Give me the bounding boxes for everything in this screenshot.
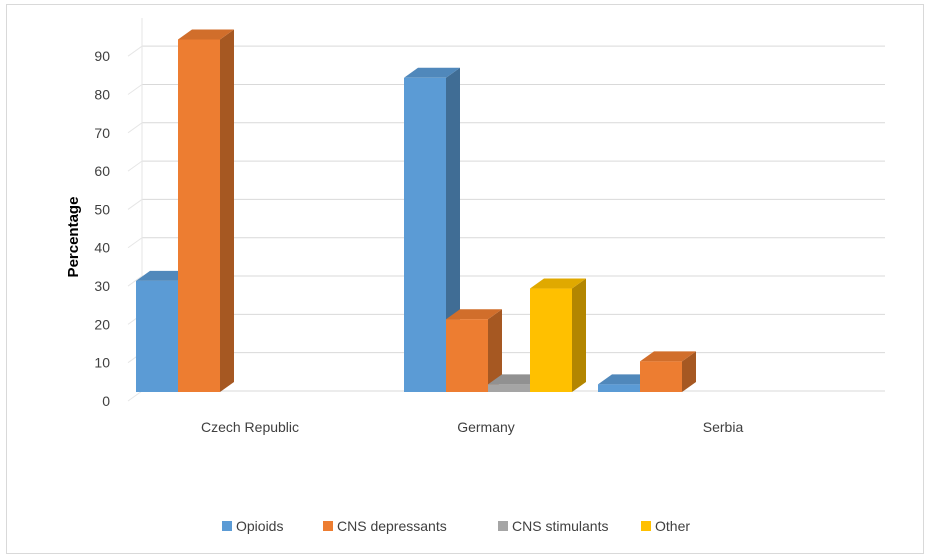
legend: Opioids CNS depressants CNS stimulants Othe… (222, 518, 690, 534)
gridlines (127, 18, 885, 402)
y-axis-label: Percentage (65, 197, 82, 278)
bar-front (446, 319, 488, 392)
y-tick-label: 50 (94, 201, 110, 217)
y-tick-label: 90 (94, 48, 110, 64)
gridline-depth (127, 160, 143, 172)
legend-label: Opioids (236, 518, 283, 534)
gridline-depth (127, 275, 143, 287)
bar-side (446, 67, 460, 393)
bar-front (178, 39, 220, 392)
bar-other-germany (530, 278, 586, 392)
bar-cns-depressants-serbia (640, 351, 696, 392)
bar-top (404, 67, 460, 78)
bar-side (682, 351, 696, 392)
bar-side (488, 309, 502, 392)
bar-front (598, 384, 640, 392)
bar-front (488, 384, 530, 392)
y-tick-label: 60 (94, 163, 110, 179)
bars (136, 29, 696, 393)
legend-label: Other (655, 518, 690, 534)
gridline-depth (127, 199, 143, 210)
legend-label: CNS stimulants (512, 518, 608, 534)
legend-swatch (641, 521, 651, 531)
bar-front (530, 288, 572, 392)
bar-cns-depressants-czech-republic (178, 29, 234, 392)
bar-cns-depressants-germany (446, 309, 502, 392)
gridline-depth (127, 237, 143, 249)
bar-front (640, 361, 682, 392)
bar-front (136, 280, 178, 392)
y-tick-label: 80 (94, 86, 110, 102)
x-category-label: Czech Republic (201, 419, 299, 435)
y-tick-label: 70 (94, 125, 110, 141)
y-axis: 0 10 20 30 40 50 60 70 80 90 (94, 48, 110, 409)
y-tick-label: 30 (94, 278, 110, 294)
bar-top (446, 309, 502, 320)
y-tick-label: 40 (94, 240, 110, 256)
y-tick-label: 20 (94, 316, 110, 332)
bar-side (572, 278, 586, 392)
bar-front (404, 77, 446, 393)
x-category-label: Germany (457, 419, 515, 435)
gridline-depth (127, 390, 143, 402)
bar-top (640, 351, 696, 362)
bar-opioids-germany (404, 67, 460, 393)
gridline-depth (127, 84, 143, 95)
bar-top (530, 278, 586, 289)
bar-top (178, 29, 234, 40)
bar-side (220, 29, 234, 392)
y-tick-label: 10 (94, 355, 110, 371)
y-tick-label: 0 (102, 393, 110, 409)
gridline-depth (127, 45, 143, 57)
legend-swatch (222, 521, 232, 531)
legend-label: CNS depressants (337, 518, 447, 534)
x-category-label: Serbia (703, 419, 744, 435)
x-axis: Czech Republic Germany Serbia (201, 419, 743, 435)
gridline-depth (127, 122, 143, 134)
legend-swatch (323, 521, 333, 531)
legend-swatch (498, 521, 508, 531)
